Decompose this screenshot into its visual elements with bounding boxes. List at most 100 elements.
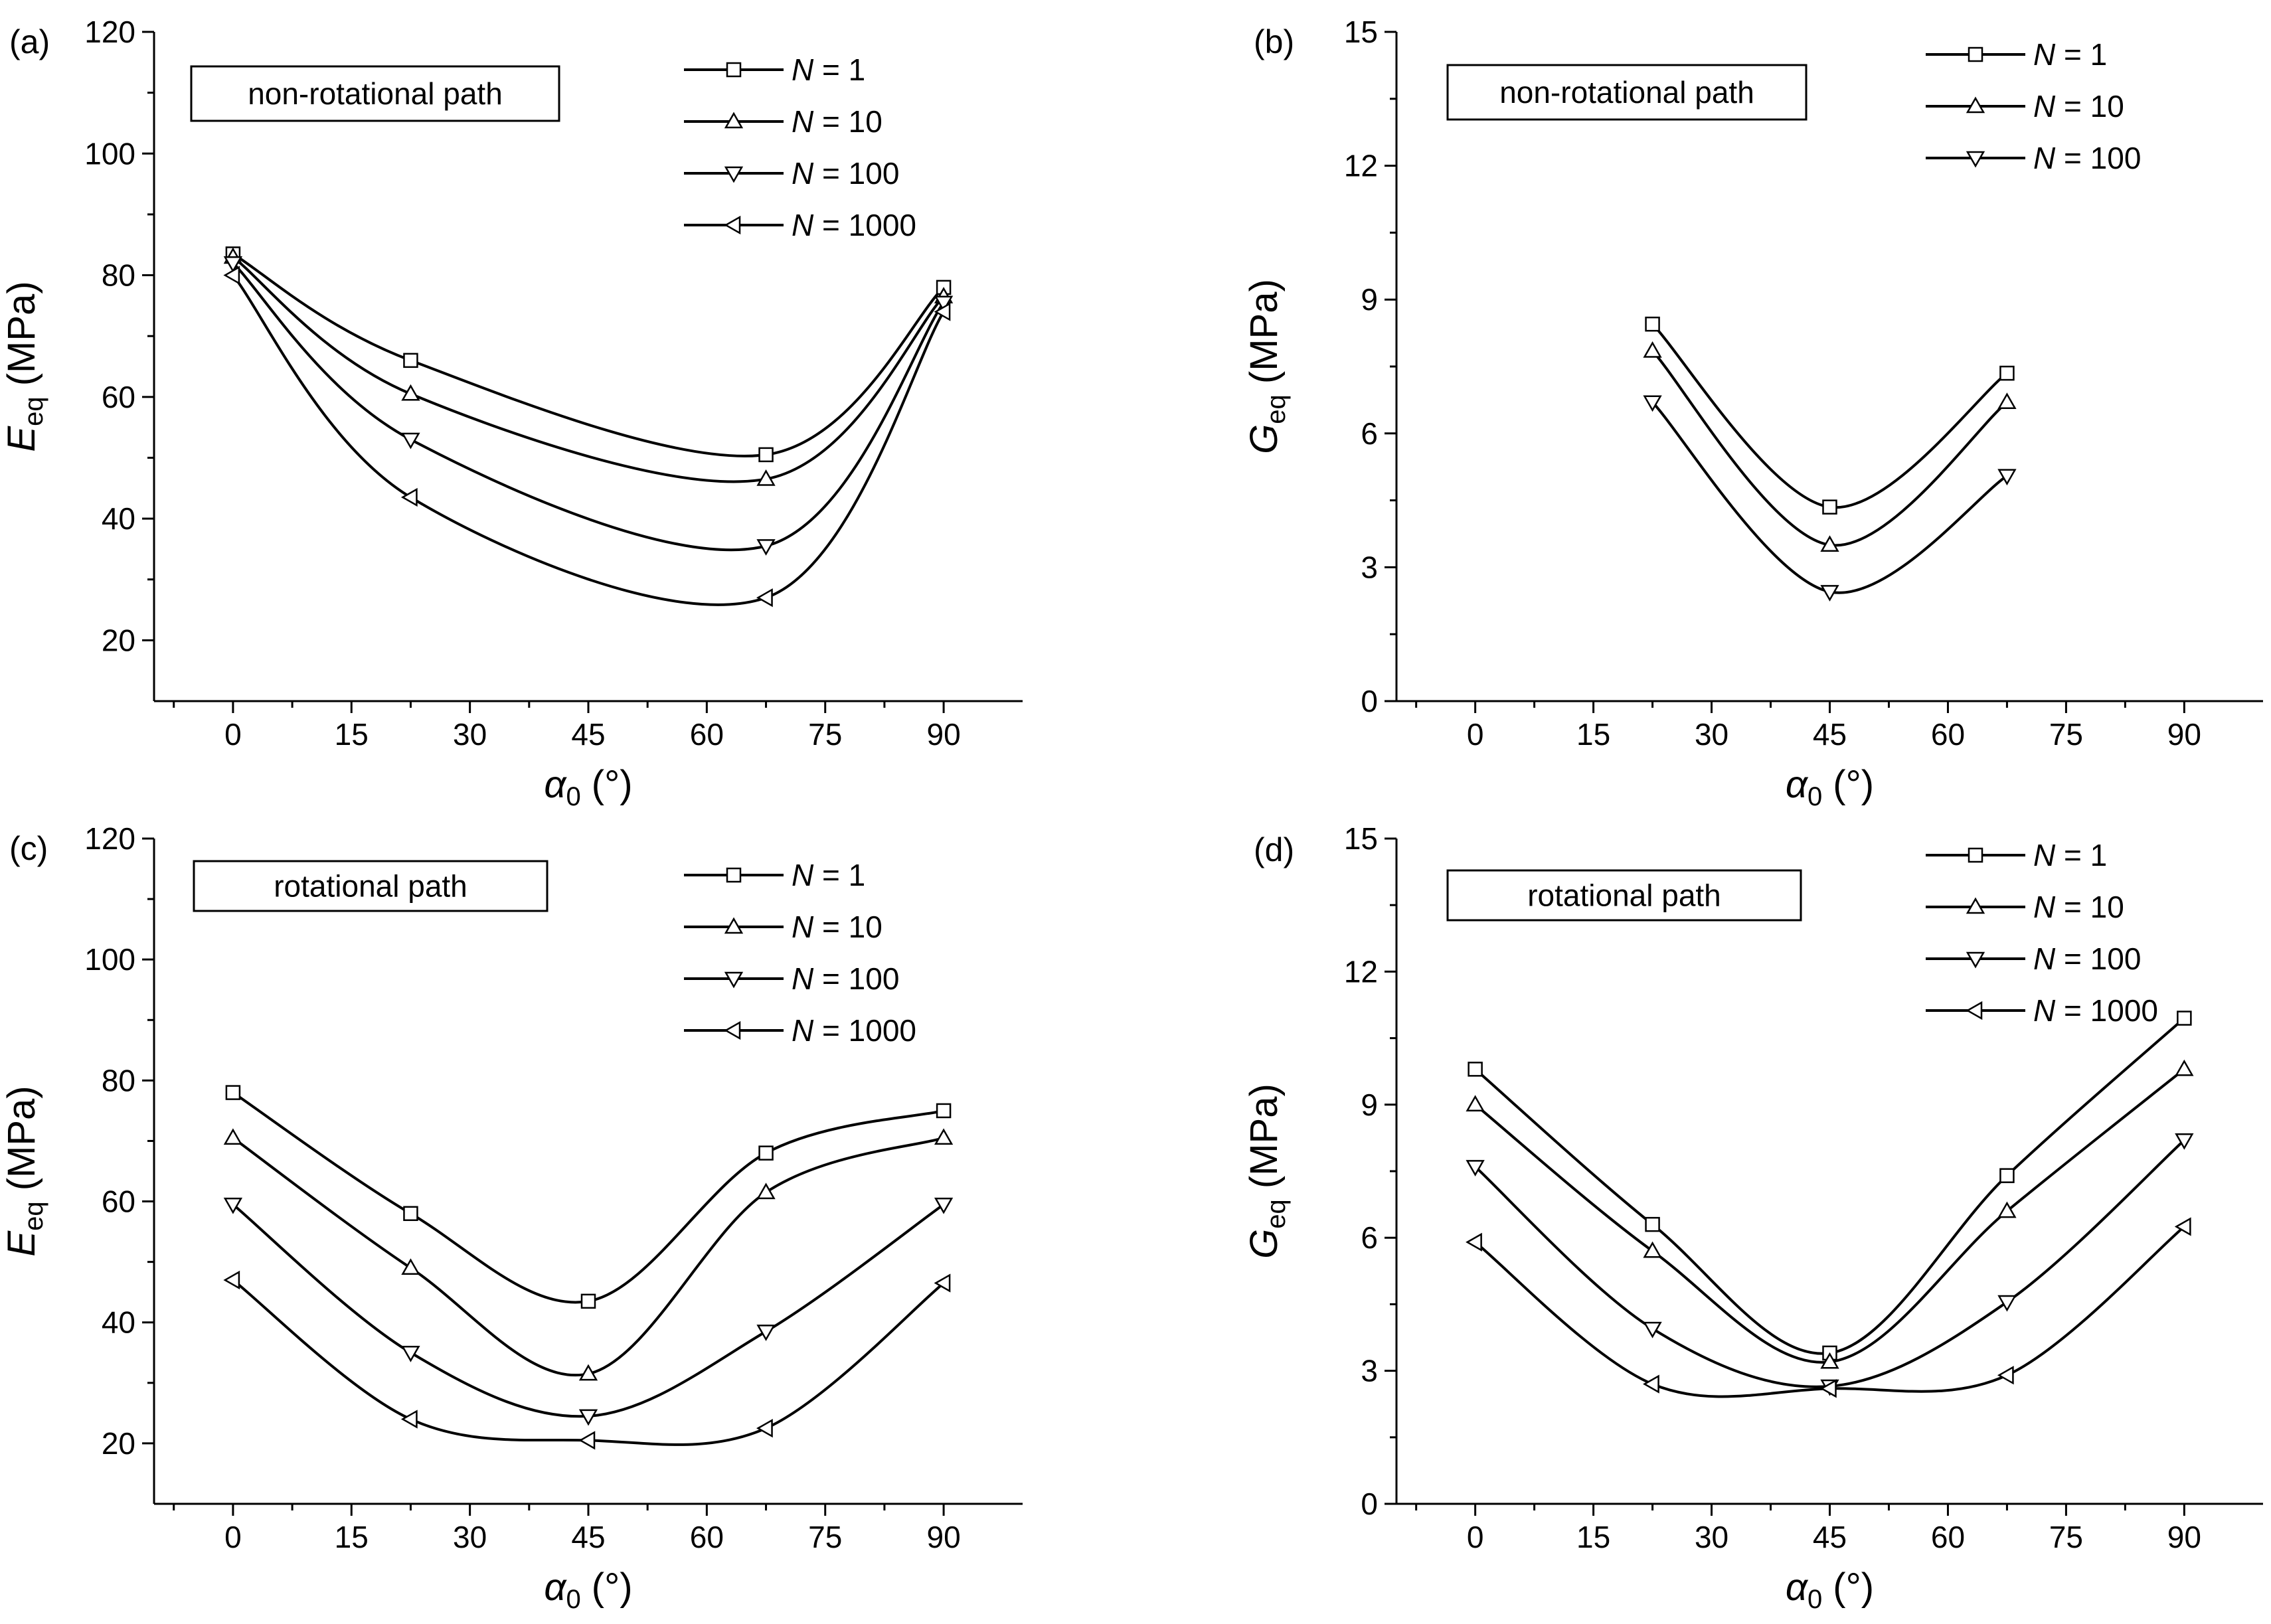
data-point-N1000 — [1643, 1374, 1659, 1394]
data-point-N1000 — [2174, 1217, 2191, 1236]
panel-label: (c) — [9, 830, 48, 867]
x-tick-label: 75 — [2049, 717, 2083, 752]
legend-marker — [1966, 96, 1985, 114]
data-point-N100 — [401, 432, 420, 449]
data-point-N10 — [1643, 341, 1662, 358]
legend-label-N1: N = 1 — [2033, 37, 2107, 72]
data-point-N1000 — [756, 588, 773, 608]
legend-label-N10: N = 10 — [2033, 890, 2124, 924]
x-tick-label: 90 — [2167, 717, 2201, 752]
x-tick-label: 30 — [453, 717, 487, 752]
legend-label-N1: N = 1 — [792, 52, 865, 87]
panel-label: (a) — [9, 23, 50, 60]
series-line-N1 — [232, 252, 945, 457]
data-point-N1000 — [756, 1418, 773, 1438]
data-point-N1000 — [1997, 1366, 2014, 1385]
legend-marker — [724, 215, 741, 235]
legend-marker — [724, 917, 744, 934]
x-tick-label: 15 — [1576, 717, 1610, 752]
data-point-N1 — [1999, 365, 2015, 381]
y-tick-label: 9 — [1361, 1088, 1378, 1122]
x-tick-label: 45 — [1813, 717, 1847, 752]
x-tick-label: 90 — [927, 717, 961, 752]
data-point-N10 — [401, 384, 420, 401]
y-tick-label: 6 — [1361, 1220, 1378, 1255]
data-point-N10 — [934, 1128, 954, 1145]
data-point-N1000 — [400, 487, 418, 507]
data-point-N10 — [401, 1258, 420, 1275]
data-point-N1 — [580, 1293, 596, 1309]
data-point-N1 — [2177, 1011, 2192, 1026]
x-tick-label: 75 — [808, 1520, 842, 1554]
x-tick-label: 60 — [1931, 1520, 1965, 1554]
y-tick-label: 6 — [1361, 416, 1378, 451]
legend-label-N100: N = 100 — [792, 961, 899, 996]
legend-label-N100: N = 100 — [792, 156, 899, 191]
y-tick-label: 3 — [1361, 550, 1378, 584]
data-point-N10 — [1997, 392, 2017, 410]
legend-label-N10: N = 10 — [2033, 89, 2124, 123]
series-line-N1000 — [1474, 1225, 2185, 1398]
x-tick-label: 0 — [1467, 1520, 1484, 1554]
data-point-N1000 — [1466, 1232, 1482, 1252]
series-line-N100 — [232, 262, 945, 552]
data-point-N100 — [1997, 469, 2017, 486]
x-tick-label: 45 — [571, 1520, 605, 1554]
y-axis-title: Eeq (MPa) — [0, 1086, 48, 1256]
x-axis-title: α0 (°) — [544, 1566, 632, 1614]
y-axis-title: Geq (MPa) — [1242, 1084, 1291, 1259]
data-point-N10 — [1466, 1095, 1485, 1112]
data-point-N100 — [578, 1409, 598, 1426]
legend-label-N1000: N = 1000 — [2033, 993, 2158, 1028]
data-point-N1000 — [400, 1410, 418, 1429]
y-axis-title: Eeq (MPa) — [0, 281, 48, 451]
series-line-N1 — [1474, 1017, 2185, 1355]
data-point-N100 — [1820, 585, 1839, 602]
data-point-N100 — [1997, 1295, 2017, 1312]
legend-marker — [724, 112, 744, 129]
data-point-N1 — [1645, 316, 1660, 332]
series-line-N10 — [232, 256, 945, 483]
y-tick-label: 40 — [102, 1305, 135, 1340]
panel-1: 0 15 30 45 60 75 90 0 3 6 9 12 15 α0 (°) Geq (MPa) (b) n… — [1242, 15, 2263, 811]
data-point-N1 — [1645, 1216, 1660, 1232]
data-point-N1 — [758, 1145, 774, 1161]
path-label: rotational path — [274, 869, 467, 904]
data-point-N100 — [756, 1325, 776, 1341]
x-axis-title: α0 (°) — [1786, 1566, 1874, 1614]
data-point-N1000 — [934, 302, 951, 321]
x-tick-label: 75 — [2049, 1520, 2083, 1554]
data-point-N100 — [401, 1346, 420, 1362]
data-point-N100 — [223, 256, 243, 273]
series-line-N100 — [232, 1203, 945, 1418]
data-point-N1000 — [934, 1273, 951, 1293]
series-line-N1 — [1651, 323, 2008, 509]
series-line-N10 — [232, 1136, 944, 1377]
x-tick-label: 15 — [335, 717, 369, 752]
x-tick-label: 0 — [224, 717, 242, 752]
path-label-box — [1446, 64, 1808, 121]
data-point-N100 — [756, 539, 776, 556]
x-tick-label: 30 — [1695, 717, 1728, 752]
data-point-N1 — [1999, 1168, 2015, 1183]
legend-marker — [724, 1020, 741, 1040]
x-tick-label: 0 — [224, 1520, 242, 1554]
path-label-box — [193, 860, 548, 912]
data-point-N10 — [1820, 535, 1839, 552]
data-point-N10 — [756, 469, 776, 486]
panel-0: 0 15 30 45 60 75 90 20 40 60 80 100 120 α0 (°) Eeq (MP… — [0, 15, 1023, 811]
data-point-N100 — [1643, 1321, 1662, 1339]
y-tick-label: 15 — [1344, 821, 1378, 856]
data-point-N1 — [758, 447, 774, 463]
path-label-box — [1446, 869, 1802, 922]
x-tick-label: 30 — [453, 1520, 487, 1554]
path-label: non-rotational path — [248, 76, 503, 111]
x-axis-title: α0 (°) — [544, 763, 632, 811]
y-tick-label: 60 — [102, 1184, 135, 1219]
legend-marker — [1966, 151, 1985, 168]
path-label-box — [190, 65, 560, 122]
y-tick-label: 80 — [102, 258, 135, 293]
panel-label: (b) — [1254, 23, 1294, 60]
legend-label-N100: N = 100 — [2033, 141, 2141, 175]
